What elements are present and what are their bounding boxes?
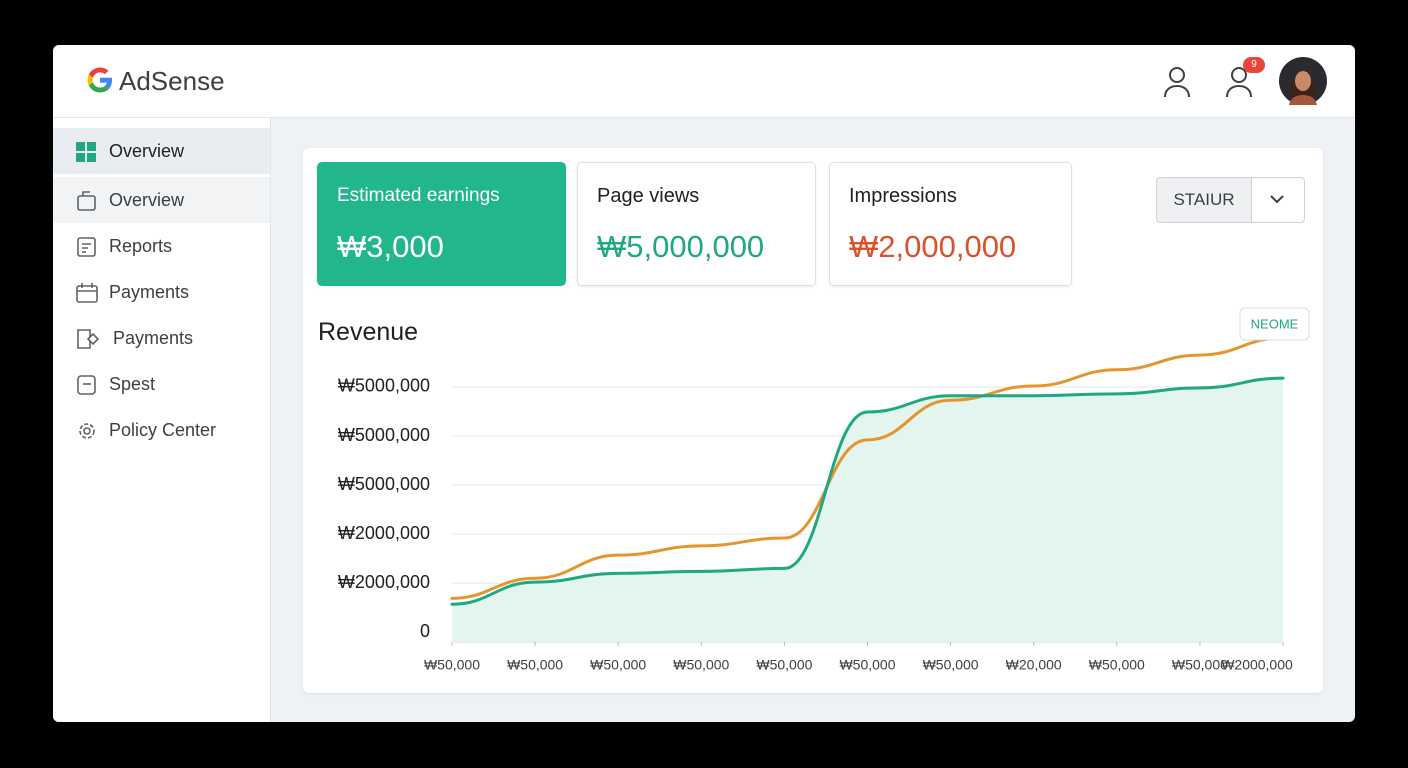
kpi-card[interactable]: Impressions ₩2,000,000 [829,162,1072,286]
account-icon[interactable] [1161,65,1193,99]
nav-label: Overview [109,189,185,210]
x-tick-label: ₩50,000 [839,657,895,673]
nav-label: Spest [109,373,156,394]
nav-icon [77,375,96,395]
notifications-icon[interactable] [1223,65,1255,99]
chart-badge[interactable]: NEOME [1239,307,1310,341]
kpi-card[interactable]: Page views ₩5,000,000 [577,162,816,286]
nav-icon [76,283,98,303]
x-tick-label: ₩50,000 [1172,657,1228,673]
nav-label: Policy Center [109,419,217,440]
y-tick-label: 0 [420,621,430,641]
kpi-value: ₩5,000,000 [597,229,765,264]
x-tick-label: ₩50,000 [1089,657,1145,673]
nav-label: Overview [109,140,185,161]
nav-label: Payments [113,327,194,348]
line [450,336,1285,600]
kpi-card[interactable]: Estimated earnings ₩3,000 [317,162,566,286]
nav-icon [76,142,96,162]
logo-text: AdSense [119,66,225,96]
nav-item[interactable]: Overview [53,128,270,174]
avatar[interactable] [1279,57,1327,105]
nav-item[interactable]: Policy Center [53,407,270,453]
x-tick-label: ₩50,000 [756,657,812,673]
x-tick-label: ₩50,000 [424,657,480,673]
y-tick-label: ₩5000,000 [338,425,430,445]
dropdown[interactable]: STAIUR [1156,177,1305,223]
nav-icon [77,191,96,211]
kpi-label: Page views [597,185,700,207]
x-tick-label: ₩20,000 [1006,657,1062,673]
nav-item[interactable]: Payments [53,269,270,315]
x-tick-label: ₩2000,000 [1221,657,1293,673]
nav-label: Payments [109,281,190,302]
google-logo [87,67,112,93]
kpi-label: Estimated earnings [337,185,500,206]
badge-box [1239,307,1310,341]
chart-title: Revenue [318,318,418,346]
kpi-label: Impressions [849,185,957,207]
sidebar: Overview Overview Reports Payments Payme… [53,118,271,722]
nav-icon [77,237,96,257]
nav-icon [79,423,95,439]
nav-item[interactable]: Reports [53,223,270,269]
dropdown-label: STAIUR [1157,178,1252,222]
nav-label: Reports [109,235,173,256]
x-tick-label: ₩50,000 [507,657,563,673]
dropdown-arrow [1270,195,1284,204]
x-tick-label: ₩50,000 [923,657,979,673]
top-bar: AdSense 9 [53,45,1355,118]
nav-item[interactable]: Overview [53,177,270,223]
kpi-value: ₩2,000,000 [849,229,1017,264]
area [452,378,1283,642]
y-tick-label: ₩5000,000 [338,376,430,396]
nav-icon [77,329,100,349]
y-tick-label: ₩2000,000 [338,523,430,543]
nav-item[interactable]: Spest [53,361,270,407]
x-tick-label: ₩50,000 [590,657,646,673]
x-tick-label: ₩50,000 [673,657,729,673]
y-tick-label: ₩5000,000 [338,474,430,494]
kpi-value: ₩3,000 [337,229,444,264]
app-window: AdSense 9 Overview Overview Reports [53,45,1355,722]
badge-label: NEOME [1251,316,1299,331]
notification-badge: 9 [1243,57,1265,73]
line [450,376,1285,606]
y-tick-label: ₩2000,000 [338,572,430,592]
nav-item[interactable]: Payments [53,315,270,361]
